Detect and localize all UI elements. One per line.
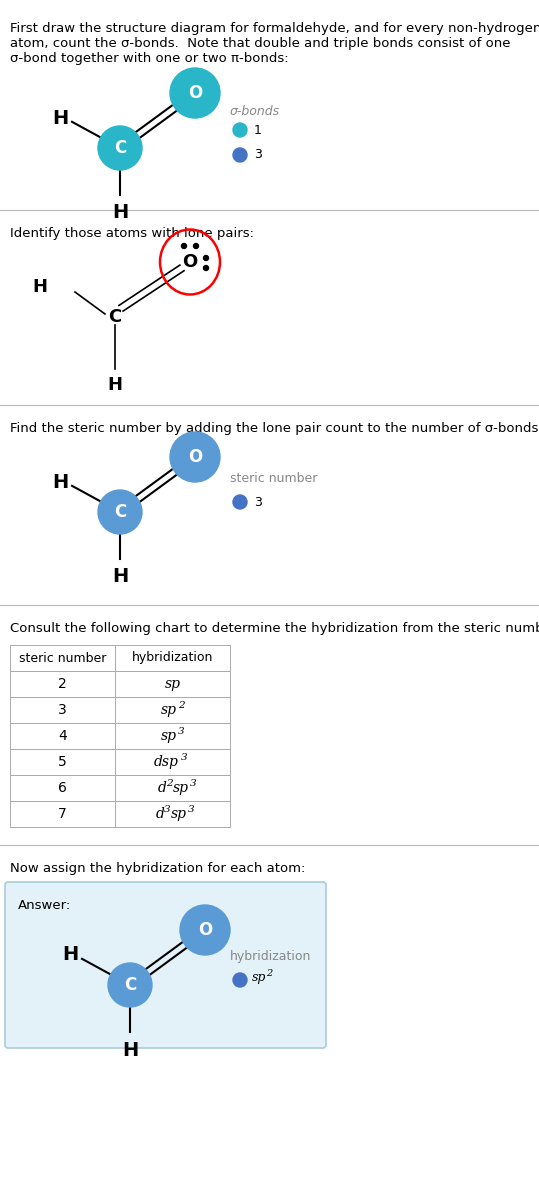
Text: 2: 2	[178, 701, 185, 709]
Bar	[115, 723, 230, 749]
Bar	[115, 697, 230, 723]
Text: C: C	[114, 139, 126, 157]
Text: H: H	[107, 377, 122, 394]
Text: σ-bonds: σ-bonds	[230, 105, 280, 118]
Text: Find the steric number by adding the lone pair count to the number of σ-bonds:: Find the steric number by adding the lon…	[10, 422, 539, 435]
Circle shape	[233, 123, 247, 137]
Circle shape	[170, 67, 220, 118]
Circle shape	[98, 490, 142, 534]
Text: 3: 3	[190, 779, 197, 787]
Text: H: H	[112, 204, 128, 223]
Circle shape	[233, 148, 247, 162]
Text: 5: 5	[58, 755, 67, 768]
Text: 2: 2	[58, 677, 67, 691]
Text: 3: 3	[254, 148, 262, 161]
Text: 3: 3	[164, 804, 171, 813]
Bar	[115, 776, 230, 802]
Text: O: O	[188, 448, 202, 466]
Bar	[10, 697, 115, 723]
Circle shape	[204, 265, 209, 270]
Text: sp: sp	[161, 729, 176, 744]
Text: O: O	[182, 253, 198, 271]
Text: C: C	[114, 503, 126, 521]
Circle shape	[194, 244, 198, 249]
Text: C: C	[124, 976, 136, 995]
Text: Now assign the hybridization for each atom:: Now assign the hybridization for each at…	[10, 862, 306, 875]
Text: steric number: steric number	[19, 651, 106, 664]
Text: dsp: dsp	[154, 755, 179, 768]
Text: d: d	[158, 781, 167, 794]
Text: O: O	[188, 84, 202, 102]
Text: 2: 2	[166, 779, 173, 787]
Bar	[10, 749, 115, 776]
Text: hybridization: hybridization	[132, 651, 213, 664]
Text: Identify those atoms with lone pairs:: Identify those atoms with lone pairs:	[10, 227, 254, 240]
Text: O: O	[198, 921, 212, 939]
Circle shape	[170, 432, 220, 482]
Text: H: H	[62, 946, 78, 965]
Bar	[115, 671, 230, 697]
Text: H: H	[122, 1041, 138, 1060]
Bar	[10, 723, 115, 749]
Text: First draw the structure diagram for formaldehyde, and for every non-hydrogen
at: First draw the structure diagram for for…	[10, 22, 539, 65]
Text: 3: 3	[58, 703, 67, 718]
Text: 3: 3	[181, 753, 188, 761]
Text: sp: sp	[252, 972, 266, 985]
Text: steric number: steric number	[230, 472, 317, 485]
Text: 2: 2	[266, 969, 272, 978]
Text: d: d	[156, 807, 165, 821]
Bar	[10, 671, 115, 697]
Bar	[10, 802, 115, 826]
Text: 3: 3	[254, 495, 262, 508]
Circle shape	[98, 126, 142, 170]
Circle shape	[108, 963, 152, 1008]
Bar	[115, 749, 230, 776]
FancyBboxPatch shape	[5, 882, 326, 1048]
Circle shape	[233, 973, 247, 987]
Text: sp: sp	[164, 677, 181, 691]
Text: H: H	[32, 278, 47, 296]
Bar	[115, 802, 230, 826]
Bar	[10, 776, 115, 802]
Circle shape	[204, 256, 209, 260]
Text: 7: 7	[58, 807, 67, 821]
Circle shape	[180, 905, 230, 955]
Text: Consult the following chart to determine the hybridization from the steric numbe: Consult the following chart to determine…	[10, 622, 539, 635]
Text: 4: 4	[58, 729, 67, 744]
Text: 6: 6	[58, 781, 67, 794]
Circle shape	[233, 495, 247, 509]
Circle shape	[182, 244, 186, 249]
Text: H: H	[52, 472, 68, 491]
Text: H: H	[112, 567, 128, 586]
Text: Answer:: Answer:	[18, 899, 71, 912]
Text: sp: sp	[170, 807, 186, 821]
Bar	[10, 645, 115, 671]
Text: hybridization: hybridization	[230, 950, 312, 963]
Text: sp: sp	[161, 703, 176, 718]
Text: 3: 3	[188, 804, 195, 813]
Text: 3: 3	[178, 727, 185, 735]
Text: 1: 1	[254, 123, 262, 136]
Text: C: C	[108, 308, 122, 326]
Text: sp: sp	[172, 781, 189, 794]
Text: H: H	[52, 109, 68, 128]
Bar	[115, 645, 230, 671]
